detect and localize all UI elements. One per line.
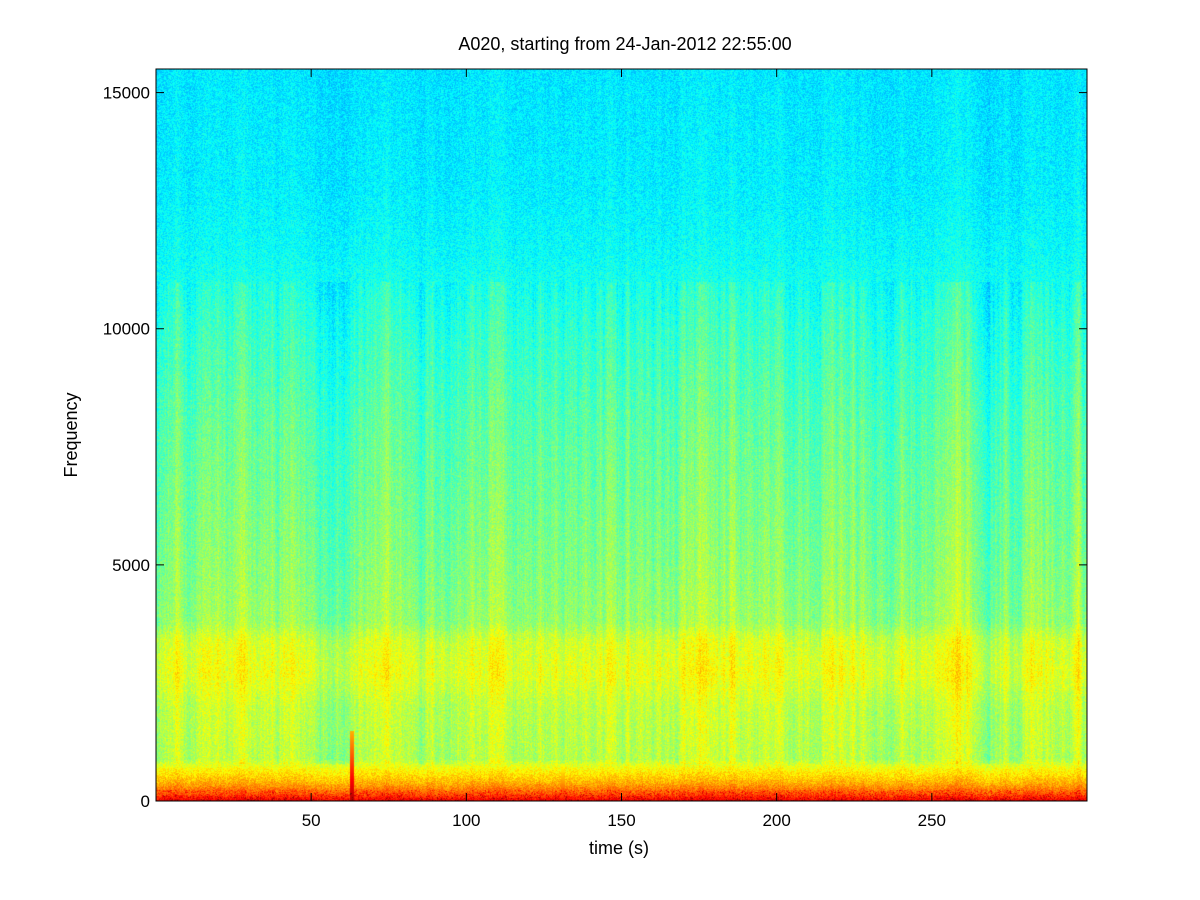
x-tick-label: 100 [452,811,480,830]
y-tick-label: 10000 [103,320,150,339]
x-tick-label: 50 [302,811,321,830]
x-tick-label: 150 [607,811,635,830]
x-axis-label: time (s) [589,838,649,858]
y-axis-label: Frequency [61,392,81,477]
spectrogram-image [156,69,1087,801]
x-tick-label: 250 [918,811,946,830]
x-axis-ticks: 50 100 150 200 250 [302,69,946,830]
y-tick-label: 5000 [112,556,150,575]
x-tick-label: 200 [762,811,790,830]
y-tick-label: 0 [141,792,150,811]
y-axis-ticks: 0 5000 10000 15000 [103,84,1087,811]
chart-title: A020, starting from 24-Jan-2012 22:55:00 [458,34,791,54]
y-tick-label: 15000 [103,84,150,103]
spectrogram-plot-area [156,69,1087,801]
